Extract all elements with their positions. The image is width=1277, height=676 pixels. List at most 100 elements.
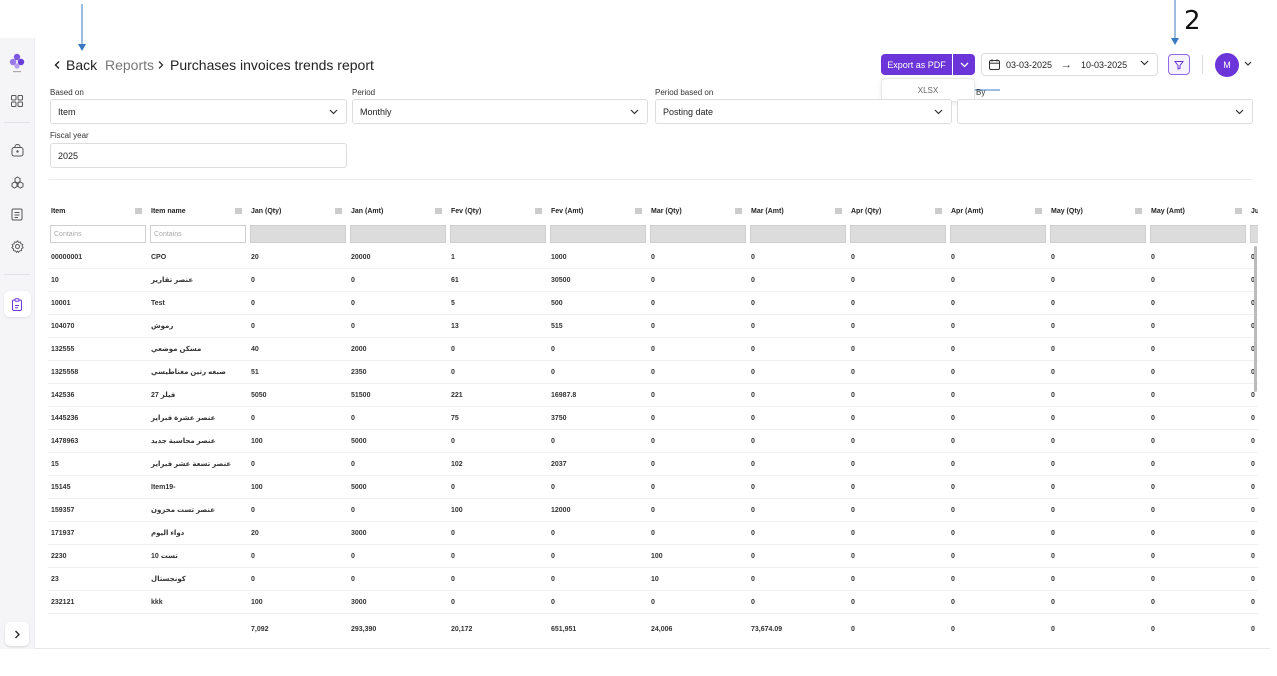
cell-value: 0 bbox=[451, 598, 455, 606]
column-menu-icon[interactable] bbox=[1135, 208, 1142, 214]
cell-item: 1325558 bbox=[51, 368, 79, 376]
cell-value: 0 bbox=[651, 529, 655, 537]
period-select[interactable]: Monthly bbox=[352, 99, 648, 124]
cell-item-name: Item19- bbox=[151, 483, 176, 491]
table-row[interactable]: 1445236 عنصر عشرة فبراير 0 0 75 3750 0 0 0 0 0 0 0 bbox=[48, 407, 1258, 430]
cell-item-name: عنصر تست مخزون bbox=[151, 507, 216, 514]
column-menu-icon[interactable] bbox=[1035, 208, 1042, 214]
cell-value: 0 bbox=[651, 414, 655, 422]
cell-value: 0 bbox=[851, 253, 855, 261]
column-header[interactable]: Mar (Amt) bbox=[751, 204, 847, 218]
table-row[interactable]: 15 عنصر تسعة عشر فبراير 0 0 102 2037 0 0 0 0 0 0 0 bbox=[48, 453, 1258, 476]
column-menu-icon[interactable] bbox=[1235, 208, 1242, 214]
cell-value: 221 bbox=[451, 391, 463, 399]
filter-button[interactable] bbox=[1168, 54, 1190, 75]
date-range-picker[interactable]: 03-03-2025 → 10-03-2025 bbox=[981, 53, 1158, 76]
sidebar-expand-button[interactable] bbox=[5, 622, 29, 646]
cell-value: 0 bbox=[751, 552, 755, 560]
sidebar-item-settings[interactable] bbox=[8, 237, 26, 255]
table-row[interactable]: 00000001 CPO 20 20000 1 1000 0 0 0 0 0 0 0 bbox=[48, 246, 1258, 269]
cell-item-name: كونجستال bbox=[151, 576, 186, 583]
table-row[interactable]: 132555 مسكن موضعي 40 2000 0 0 0 0 0 0 0 0 0 bbox=[48, 338, 1258, 361]
cell-value: 0 bbox=[751, 483, 755, 491]
cell-value: 0 bbox=[1251, 460, 1255, 468]
sidebar-item-documents[interactable] bbox=[8, 205, 26, 223]
fiscal-year-input[interactable]: 2025 bbox=[50, 143, 347, 168]
period-label: Period bbox=[352, 88, 376, 97]
sidebar-item-dashboard[interactable] bbox=[8, 92, 26, 110]
table-row[interactable]: 171937 دواء اليوم 20 3000 0 0 0 0 0 0 0 0 0 bbox=[48, 522, 1258, 545]
column-menu-icon[interactable] bbox=[335, 208, 342, 214]
column-header[interactable]: Apr (Amt) bbox=[951, 204, 1047, 218]
cell-value: 20000 bbox=[351, 253, 371, 261]
column-header[interactable]: Fev (Qty) bbox=[451, 204, 547, 218]
cell-value: 0 bbox=[851, 483, 855, 491]
group-by-select[interactable] bbox=[957, 99, 1253, 124]
cell-value: 0 bbox=[451, 345, 455, 353]
column-menu-icon[interactable] bbox=[235, 208, 242, 214]
sidebar-item-inventory[interactable] bbox=[8, 173, 26, 191]
table-row[interactable]: 1325558 صبغه رتين مغناطيسي 51 2350 0 0 0 0 0 0 0 0 0 bbox=[48, 361, 1258, 384]
table-row[interactable]: 142536 فيلر 27 5050 51500 221 16987.8 0 0 0 0 0 0 0 bbox=[48, 384, 1258, 407]
cell-value: 0 bbox=[1251, 598, 1255, 606]
column-header[interactable]: Item bbox=[51, 204, 147, 218]
period-based-on-select[interactable]: Posting date bbox=[655, 99, 952, 124]
based-on-select[interactable]: Item bbox=[50, 99, 347, 124]
table-row[interactable]: 104070 رموش 0 0 13 515 0 0 0 0 0 0 0 bbox=[48, 315, 1258, 338]
table-row[interactable]: 15145 Item19- 100 5000 0 0 0 0 0 0 0 0 0 bbox=[48, 476, 1258, 499]
grid-scrollbar[interactable] bbox=[1254, 246, 1257, 392]
cell-value: 0 bbox=[1151, 414, 1155, 422]
column-filter-input[interactable]: Contains bbox=[50, 225, 146, 243]
cell-value: 40 bbox=[251, 345, 259, 353]
cell-value: 0 bbox=[751, 253, 755, 261]
column-header[interactable]: Mar (Qty) bbox=[651, 204, 747, 218]
cell-value: 0 bbox=[1251, 322, 1255, 330]
column-header-label: Mar (Amt) bbox=[751, 207, 784, 215]
table-row[interactable]: 232121 kkk 100 3000 0 0 0 0 0 0 0 0 0 bbox=[48, 591, 1258, 614]
column-header[interactable]: May (Amt) bbox=[1151, 204, 1247, 218]
column-header-label: Mar (Qty) bbox=[651, 207, 682, 215]
column-menu-icon[interactable] bbox=[835, 208, 842, 214]
cell-item-name: مسكن موضعي bbox=[151, 346, 202, 353]
table-row[interactable]: 10001 Test 0 0 5 500 0 0 0 0 0 0 0 bbox=[48, 292, 1258, 315]
chevron-down-icon bbox=[1140, 60, 1149, 66]
table-row[interactable]: 2230 تست 10 0 0 0 0 100 0 0 0 0 0 0 bbox=[48, 545, 1258, 568]
export-options-toggle[interactable] bbox=[953, 54, 975, 75]
cell-value: 0 bbox=[351, 322, 355, 330]
column-menu-icon[interactable] bbox=[535, 208, 542, 214]
sidebar-item-sales[interactable] bbox=[8, 141, 26, 159]
cell-value: 61 bbox=[451, 276, 459, 284]
column-header[interactable]: Ju bbox=[1251, 204, 1258, 218]
column-menu-icon[interactable] bbox=[435, 208, 442, 214]
column-header[interactable]: Jan (Qty) bbox=[251, 204, 347, 218]
sidebar-item-reports[interactable] bbox=[4, 291, 31, 317]
user-avatar[interactable]: M bbox=[1215, 53, 1239, 77]
column-menu-icon[interactable] bbox=[735, 208, 742, 214]
annotation-arrow-back bbox=[78, 4, 86, 51]
back-button[interactable]: Back bbox=[53, 55, 97, 75]
breadcrumb-reports[interactable]: Reports bbox=[105, 57, 155, 73]
chevron-down-icon[interactable] bbox=[1244, 61, 1252, 67]
column-header[interactable]: Item name bbox=[151, 204, 247, 218]
column-menu-icon[interactable] bbox=[635, 208, 642, 214]
cell-value: 0 bbox=[1251, 575, 1255, 583]
export-pdf-button[interactable]: Export as PDF bbox=[881, 54, 952, 75]
column-menu-icon[interactable] bbox=[135, 208, 142, 214]
table-row[interactable]: 23 كونجستال 0 0 0 0 10 0 0 0 0 0 0 bbox=[48, 568, 1258, 591]
table-row[interactable]: 159357 عنصر تست مخزون 0 0 100 12000 0 0 0 0 0 0 0 bbox=[48, 499, 1258, 522]
header-divider bbox=[1202, 55, 1203, 74]
cell-item: 15145 bbox=[51, 483, 71, 491]
sidebar-item-reports-icon-wrap[interactable] bbox=[8, 295, 26, 313]
column-header[interactable]: Apr (Qty) bbox=[851, 204, 947, 218]
column-menu-icon[interactable] bbox=[935, 208, 942, 214]
column-header[interactable]: May (Qty) bbox=[1051, 204, 1147, 218]
table-row[interactable]: 10 عنصر تقارير 0 0 61 30500 0 0 0 0 0 0 0 bbox=[48, 269, 1258, 292]
cell-value: 0 bbox=[1151, 437, 1155, 445]
cell-value: 0 bbox=[1151, 598, 1155, 606]
cell-value: 0 bbox=[1251, 437, 1255, 445]
table-row[interactable]: 1478963 عنصر محاسبة جديد 100 5000 0 0 0 0 0 0 0 0 0 bbox=[48, 430, 1258, 453]
column-filter-input[interactable]: Contains bbox=[150, 225, 246, 243]
column-header[interactable]: Jan (Amt) bbox=[351, 204, 447, 218]
cell-value: 51500 bbox=[351, 391, 371, 399]
column-header[interactable]: Fev (Amt) bbox=[551, 204, 647, 218]
